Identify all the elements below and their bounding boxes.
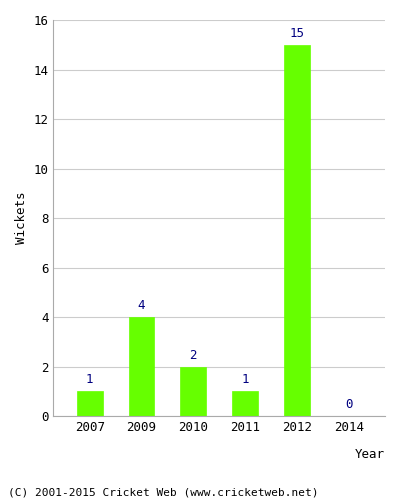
Bar [128,317,154,416]
Text: 0: 0 [345,398,352,411]
Bar [180,366,206,416]
Bar [77,392,103,416]
Bar [284,45,310,416]
Text: Year: Year [355,448,385,461]
Text: 15: 15 [290,27,304,40]
Text: 4: 4 [138,299,145,312]
Y-axis label: Wickets: Wickets [15,192,28,244]
Bar [232,392,258,416]
Text: 2: 2 [190,348,197,362]
Text: 1: 1 [86,374,94,386]
Text: 1: 1 [241,374,249,386]
Text: (C) 2001-2015 Cricket Web (www.cricketweb.net): (C) 2001-2015 Cricket Web (www.cricketwe… [8,488,318,498]
